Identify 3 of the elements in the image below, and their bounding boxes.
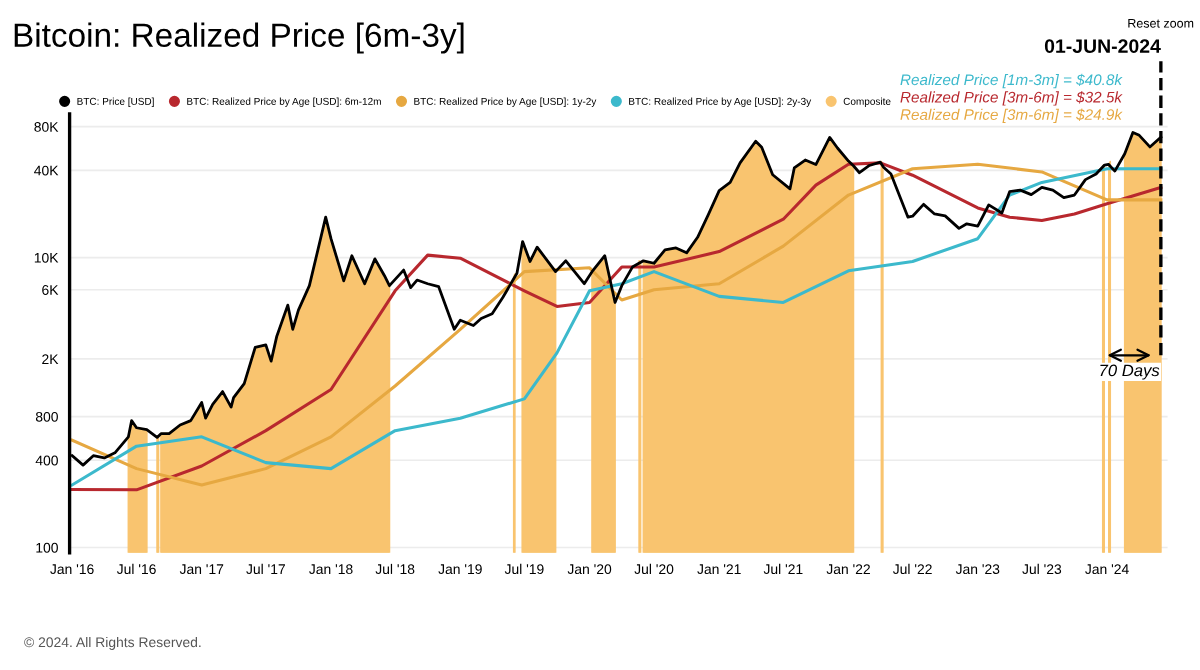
annotation: 70 Days [1100,364,1160,380]
ref-line-label: 01-JUN-2024 [1044,39,1161,54]
chart-title: Bitcoin: Realized Price [6m-3y] [14,22,464,54]
